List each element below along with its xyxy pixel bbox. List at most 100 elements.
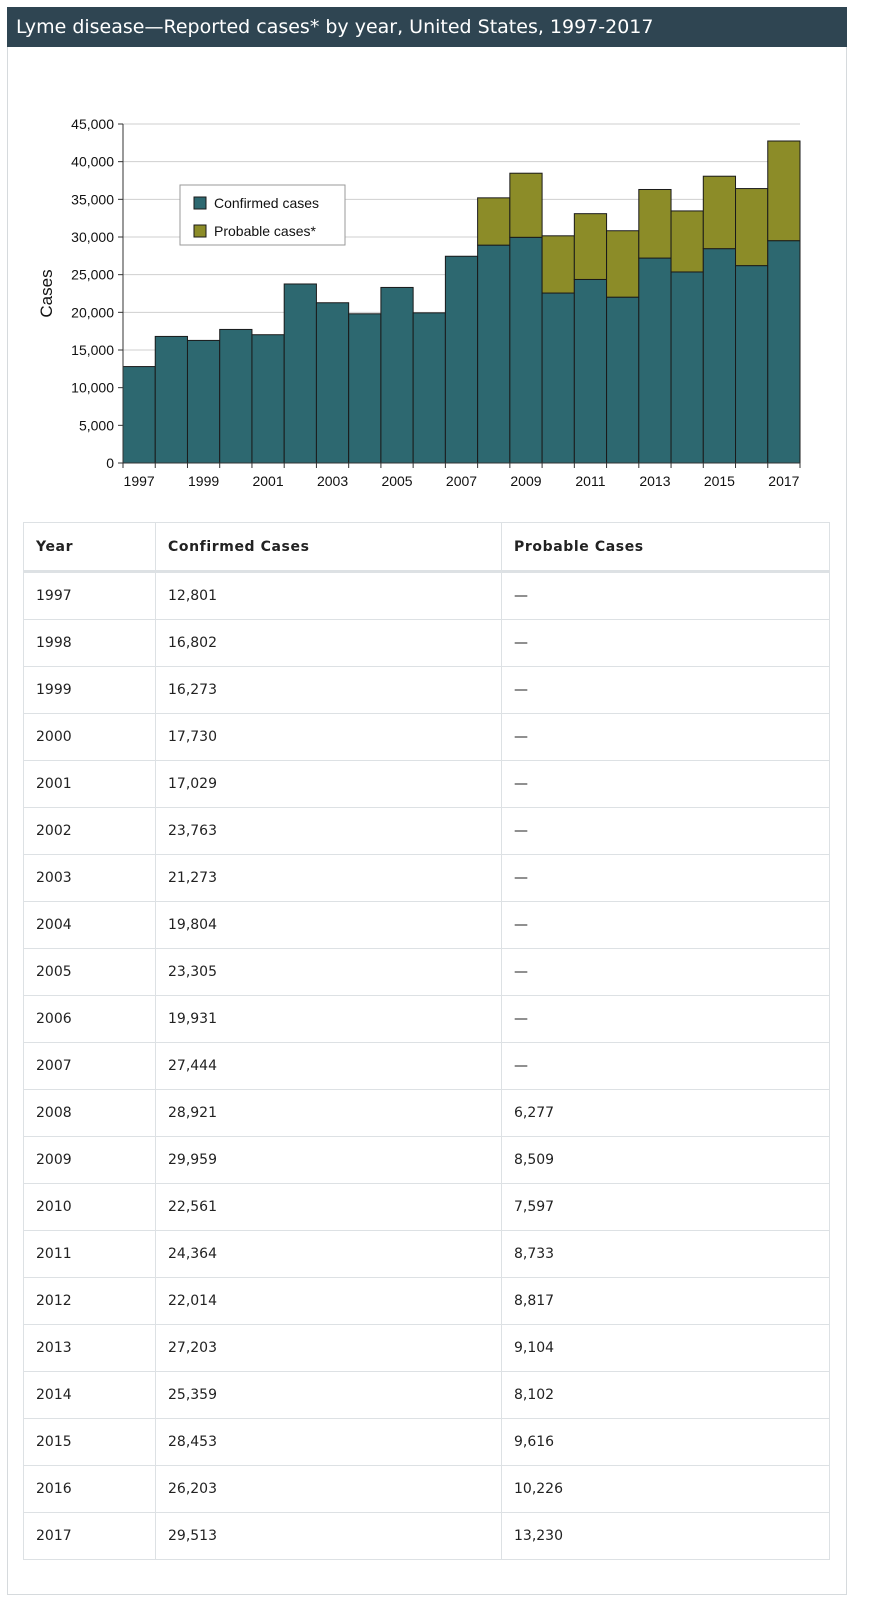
legend-label-probable: Probable cases*	[214, 223, 317, 239]
data-table: Year Confirmed Cases Probable Cases 1997…	[23, 522, 830, 1560]
cell-confirmed: 12,801	[155, 571, 502, 620]
bar-confirmed	[412, 312, 446, 464]
bar-confirmed	[767, 240, 801, 464]
cell-year: 1999	[23, 666, 156, 714]
bar-probable	[606, 230, 640, 298]
cell-confirmed: 16,802	[155, 619, 502, 667]
cell-probable: 9,616	[501, 1418, 830, 1466]
cell-confirmed: 22,561	[155, 1183, 502, 1231]
bar-confirmed	[541, 292, 575, 464]
cell-probable: 9,104	[501, 1324, 830, 1372]
y-tick-label: 25,000	[71, 267, 114, 283]
bar-confirmed	[251, 334, 285, 464]
bar-confirmed	[735, 265, 769, 464]
cell-confirmed: 23,305	[155, 948, 502, 996]
x-tick-label: 2009	[510, 473, 541, 489]
bar-confirmed	[380, 286, 414, 464]
table-row: 2004 19,804—	[23, 901, 830, 949]
cell-year: 2010	[23, 1183, 156, 1231]
cell-year: 2003	[23, 854, 156, 902]
bar-probable	[541, 235, 575, 294]
cell-probable: 8,817	[501, 1277, 830, 1325]
bar-confirmed	[477, 244, 511, 464]
table-row: 2014 25,359 8,102	[23, 1371, 830, 1419]
table-row: 2003 21,273—	[23, 854, 830, 902]
bar-probable	[573, 213, 608, 280]
cell-confirmed: 24,364	[155, 1230, 502, 1278]
cell-probable: —	[501, 571, 830, 620]
cell-probable: —	[501, 901, 830, 949]
x-tick-label: 2013	[639, 473, 670, 489]
y-tick-label: 0	[106, 455, 114, 471]
legend-swatch-probable	[193, 224, 207, 238]
bar-probable	[509, 172, 543, 238]
cell-year: 2001	[23, 760, 156, 808]
x-tick-label: 2005	[381, 473, 412, 489]
cell-confirmed: 22,014	[155, 1277, 502, 1325]
bar-probable	[670, 210, 704, 273]
cell-probable: —	[501, 948, 830, 996]
cell-confirmed: 23,763	[155, 807, 502, 855]
table-row: 2013 27,203 9,104	[23, 1324, 830, 1372]
x-tick-label: 2015	[704, 473, 735, 489]
y-tick-label: 40,000	[71, 154, 114, 170]
table-row: 1997 12,801—	[23, 571, 830, 620]
bar-confirmed	[315, 302, 350, 464]
x-tick-label: 1997	[124, 473, 155, 489]
cell-confirmed: 28,921	[155, 1089, 502, 1137]
bar-confirmed	[444, 255, 479, 464]
cell-year: 2007	[23, 1042, 156, 1090]
column-header-probable: Probable Cases	[501, 522, 830, 573]
bar-confirmed	[509, 236, 543, 464]
legend-label-confirmed: Confirmed cases	[214, 195, 319, 211]
y-tick-label: 45,000	[71, 116, 114, 132]
table-row: 2005 23,305—	[23, 948, 830, 996]
cell-probable: —	[501, 807, 830, 855]
chart-area: 0 5,000 10,000 15,000 20,000 25,000 30,000 35,0…	[20, 110, 820, 505]
cell-confirmed: 25,359	[155, 1371, 502, 1419]
x-tick-label: 1999	[188, 473, 219, 489]
y-tick-label: 10,000	[71, 380, 114, 396]
cell-probable: —	[501, 619, 830, 667]
x-tick-label: 2011	[575, 473, 605, 489]
table-row: 2001 17,029—	[23, 760, 830, 808]
cell-probable: —	[501, 713, 830, 761]
cell-probable: —	[501, 995, 830, 1043]
y-tick-label: 15,000	[71, 342, 114, 358]
table-row: 2010 22,561 7,597	[23, 1183, 830, 1231]
cell-year: 2013	[23, 1324, 156, 1372]
bar-confirmed	[348, 313, 382, 464]
page-title: Lyme disease—Reported cases* by year, Un…	[7, 7, 847, 47]
bar-probable	[735, 188, 769, 267]
cell-year: 1997	[23, 571, 156, 620]
table-row: 2000 17,730—	[23, 713, 830, 761]
y-tick-label: 5,000	[79, 417, 114, 433]
table-row: 2007 27,444—	[23, 1042, 830, 1090]
bar-confirmed	[219, 328, 253, 464]
cell-confirmed: 27,203	[155, 1324, 502, 1372]
cell-confirmed: 19,804	[155, 901, 502, 949]
table-body: 1997 12,801—1998 16,802—1999 16,273—2000 17,…	[23, 571, 830, 1560]
bar-probable	[477, 197, 511, 246]
cell-year: 2011	[23, 1230, 156, 1278]
bar-confirmed	[606, 296, 640, 464]
x-tick-label: 2001	[252, 473, 283, 489]
cell-probable: 8,102	[501, 1371, 830, 1419]
cell-year: 2005	[23, 948, 156, 996]
bar-confirmed	[702, 248, 737, 464]
bar-probable	[767, 140, 801, 242]
column-header-confirmed: Confirmed Cases	[155, 522, 502, 573]
cell-year: 2004	[23, 901, 156, 949]
bar-confirmed	[154, 335, 188, 464]
legend-swatch-confirmed	[193, 196, 207, 210]
cell-confirmed: 29,513	[155, 1512, 502, 1560]
cell-probable: 8,733	[501, 1230, 830, 1278]
cell-year: 2016	[23, 1465, 156, 1513]
bar-confirmed	[186, 339, 221, 464]
cell-year: 1998	[23, 619, 156, 667]
cell-probable: —	[501, 760, 830, 808]
table-row: 1999 16,273—	[23, 666, 830, 714]
cell-confirmed: 21,273	[155, 854, 502, 902]
y-tick-label: 20,000	[71, 304, 114, 320]
column-header-year: Year	[23, 522, 156, 573]
